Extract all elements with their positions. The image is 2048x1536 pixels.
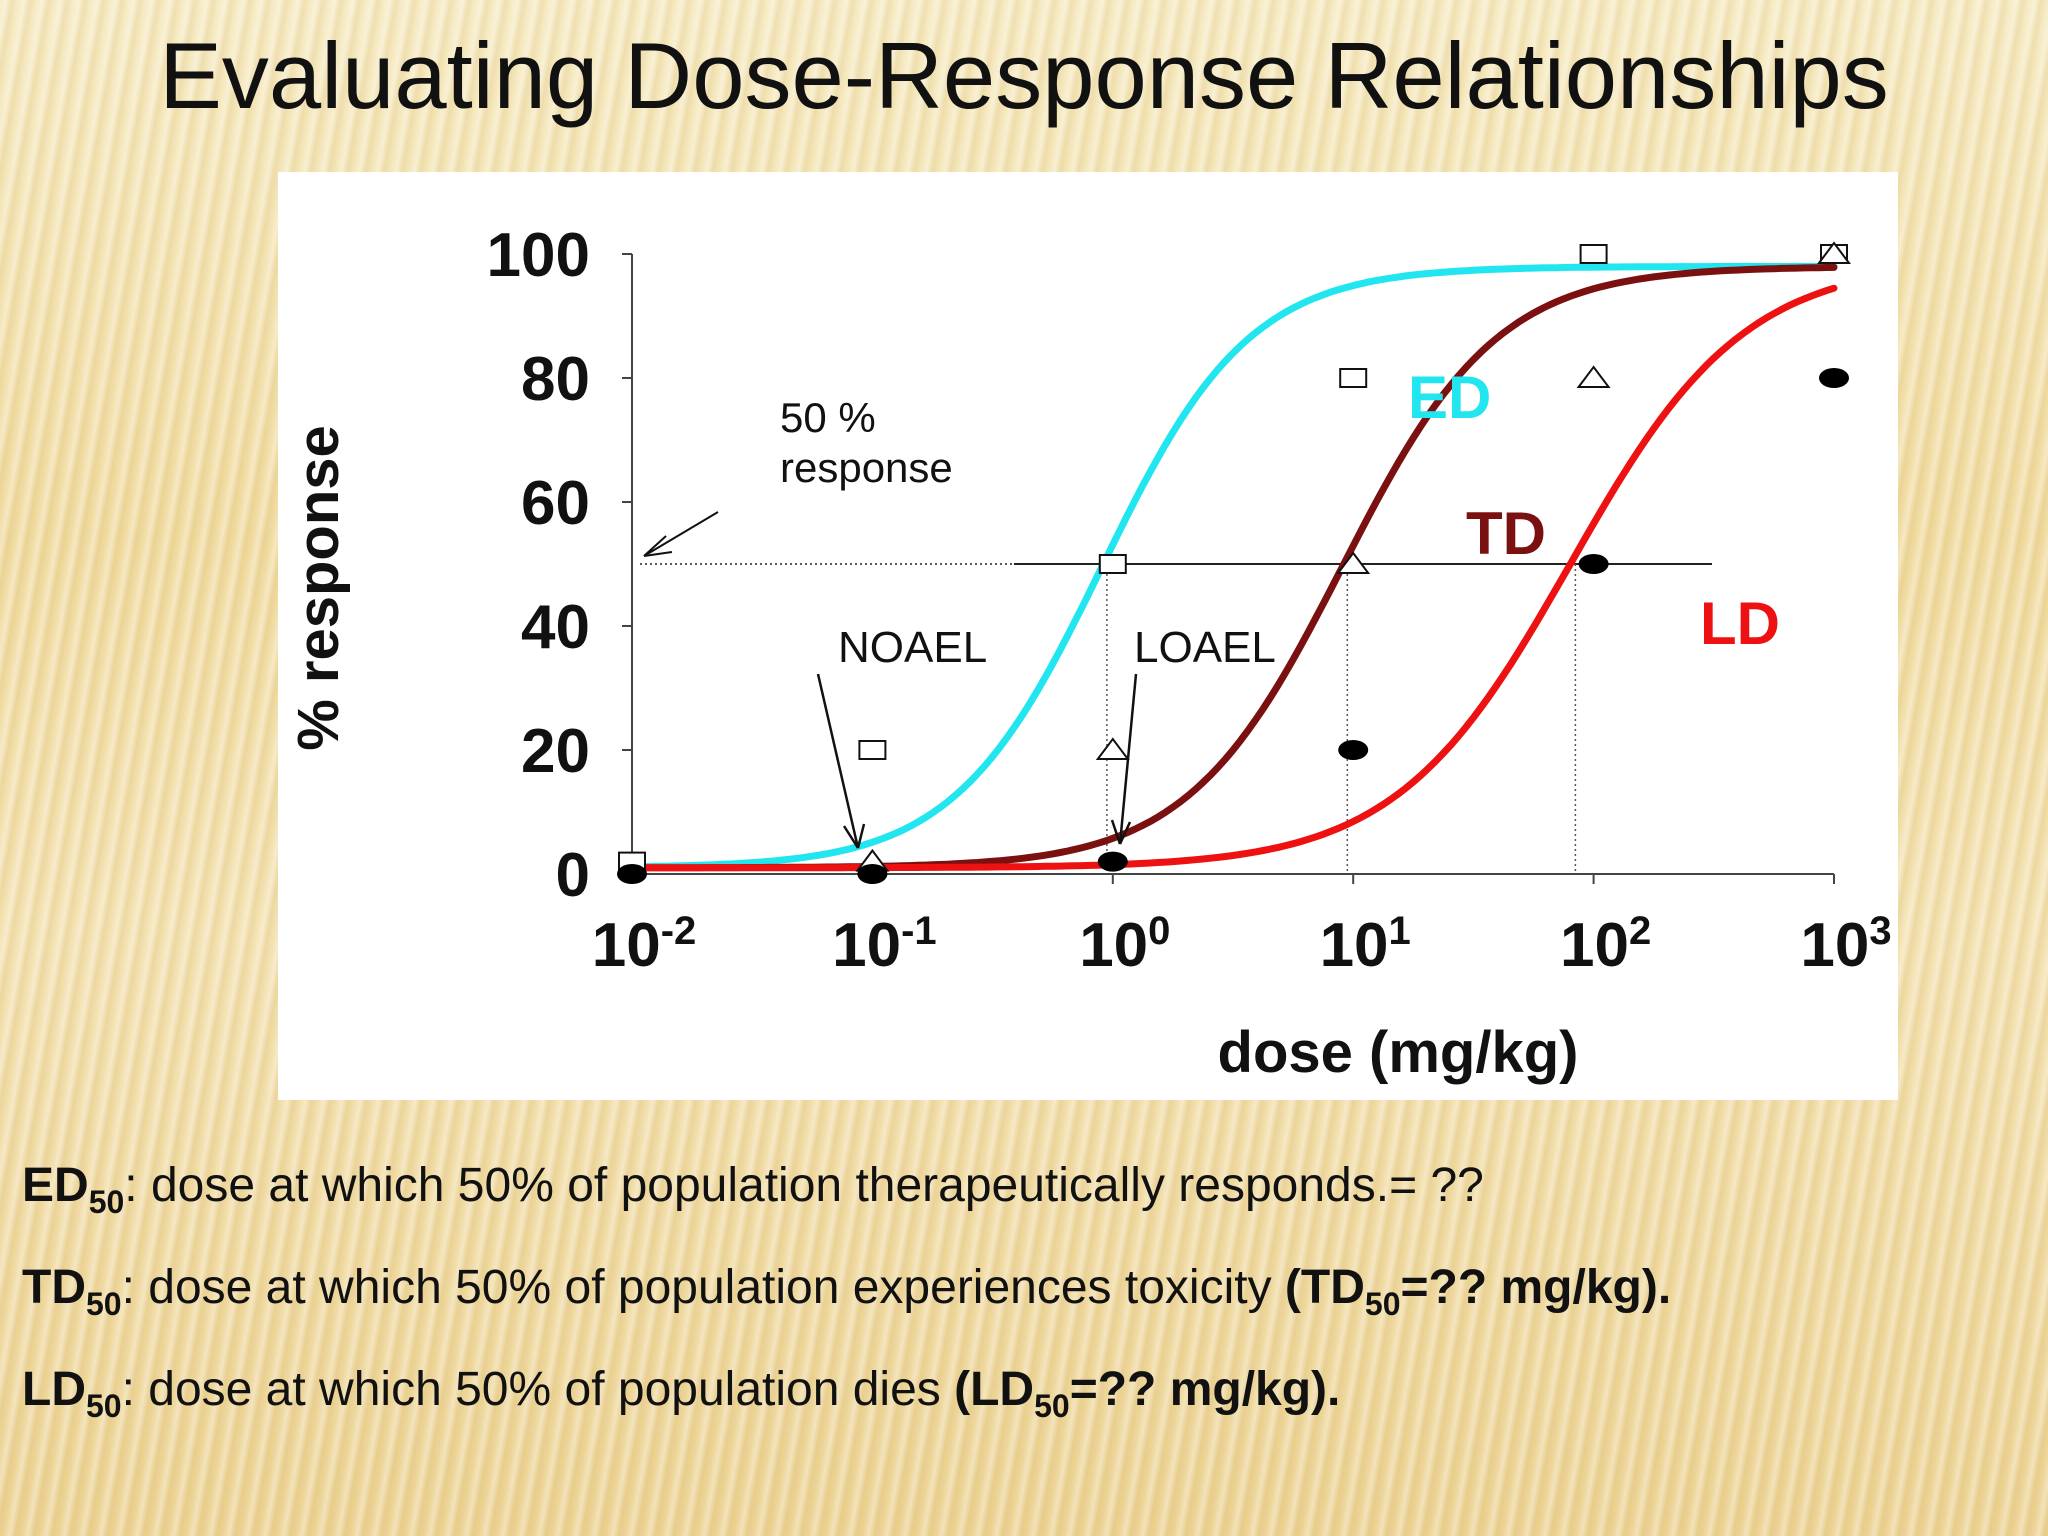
td50-value-open: (TD [1284, 1261, 1365, 1314]
y-tick-label: 0 [556, 841, 590, 910]
response-label-line1: 50 % [780, 394, 876, 441]
ld50-value-open: (LD [954, 1363, 1035, 1416]
ld50-definition: LD50: dose at which 50% of population di… [22, 1362, 1340, 1425]
data-point-ed [1339, 368, 1368, 388]
x-tick-label: 101 [1320, 909, 1411, 980]
data-point-ld [1097, 851, 1128, 872]
data-point-td [1576, 365, 1611, 388]
ed50-definition: ED50: dose at which 50% of population th… [22, 1158, 1484, 1221]
td50-definition: TD50: dose at which 50% of population ex… [22, 1260, 1671, 1323]
data-point-ld [617, 864, 647, 884]
ed50-sub: 50 [88, 1184, 125, 1220]
y-tick-label: 100 [487, 221, 590, 290]
data-point-td [1817, 241, 1851, 264]
noael-arrow-shaft [816, 673, 860, 849]
data-point-ld [1819, 368, 1849, 388]
data-point-ld [1338, 740, 1369, 760]
ld50-sub: 50 [85, 1388, 122, 1424]
ed50-abbr: ED [22, 1159, 89, 1212]
data-point-td [1336, 551, 1371, 574]
curve-ld [628, 284, 1838, 872]
response-arrow-head [643, 535, 673, 557]
dose-response-chart: 0 20 40 60 80 100 10-2 10-1 100 101 102 103 dose (m… [286, 221, 1892, 1085]
ld50-abbr: LD [22, 1363, 86, 1416]
td50-sub: 50 [85, 1286, 122, 1322]
x-tick-label: 10-1 [832, 909, 937, 980]
data-point-ed [1098, 554, 1127, 574]
ld50-value-sub: 50 [1034, 1388, 1070, 1424]
data-point-ed [1579, 244, 1608, 264]
td50-value-close: =?? mg/kg). [1400, 1261, 1672, 1314]
y-tick-label: 80 [521, 345, 590, 414]
ld50-text: : dose at which 50% of population dies [121, 1363, 955, 1416]
loael-label: LOAEL [1134, 623, 1276, 672]
data-point-ld [857, 864, 888, 884]
slide-title: Evaluating Dose-Response Relationships [159, 23, 1889, 128]
y-axis-title: % response [286, 425, 351, 751]
series-label-ed: ED [1408, 364, 1491, 431]
ed50-text: : dose at which 50% of population therap… [124, 1159, 1484, 1212]
ld50-value-close: =?? mg/kg). [1069, 1363, 1341, 1416]
data-point-td [1095, 737, 1130, 760]
loael-arrow-shaft [1118, 673, 1138, 845]
td50-text: : dose at which 50% of population experi… [121, 1261, 1285, 1314]
series-label-td: TD [1466, 500, 1546, 567]
x-axis-title: dose (mg/kg) [1218, 1020, 1579, 1085]
y-tick-label: 60 [521, 469, 590, 538]
response-arrow-shaft [643, 511, 719, 557]
x-tick-label: 103 [1800, 909, 1891, 980]
x-tick-label: 10-2 [592, 909, 697, 980]
noael-label: NOAEL [838, 623, 987, 672]
chart-panel: 0 20 40 60 80 100 10-2 10-1 100 101 102 103 dose (m… [278, 172, 1898, 1100]
x-tick-label: 100 [1079, 909, 1170, 980]
data-point-ed [858, 740, 887, 760]
noael-arrow-head [842, 823, 866, 849]
response-label-line2: response [780, 444, 953, 491]
curve-ed [628, 262, 1838, 871]
data-point-ld [1578, 554, 1609, 574]
y-tick-label: 40 [521, 593, 590, 662]
x-tick-label: 102 [1560, 909, 1651, 980]
y-tick-label: 20 [521, 717, 590, 786]
loael-arrow-head [1110, 819, 1132, 845]
series-label-ld: LD [1700, 590, 1780, 657]
td50-value-sub: 50 [1364, 1286, 1401, 1322]
td50-abbr: TD [22, 1261, 86, 1314]
